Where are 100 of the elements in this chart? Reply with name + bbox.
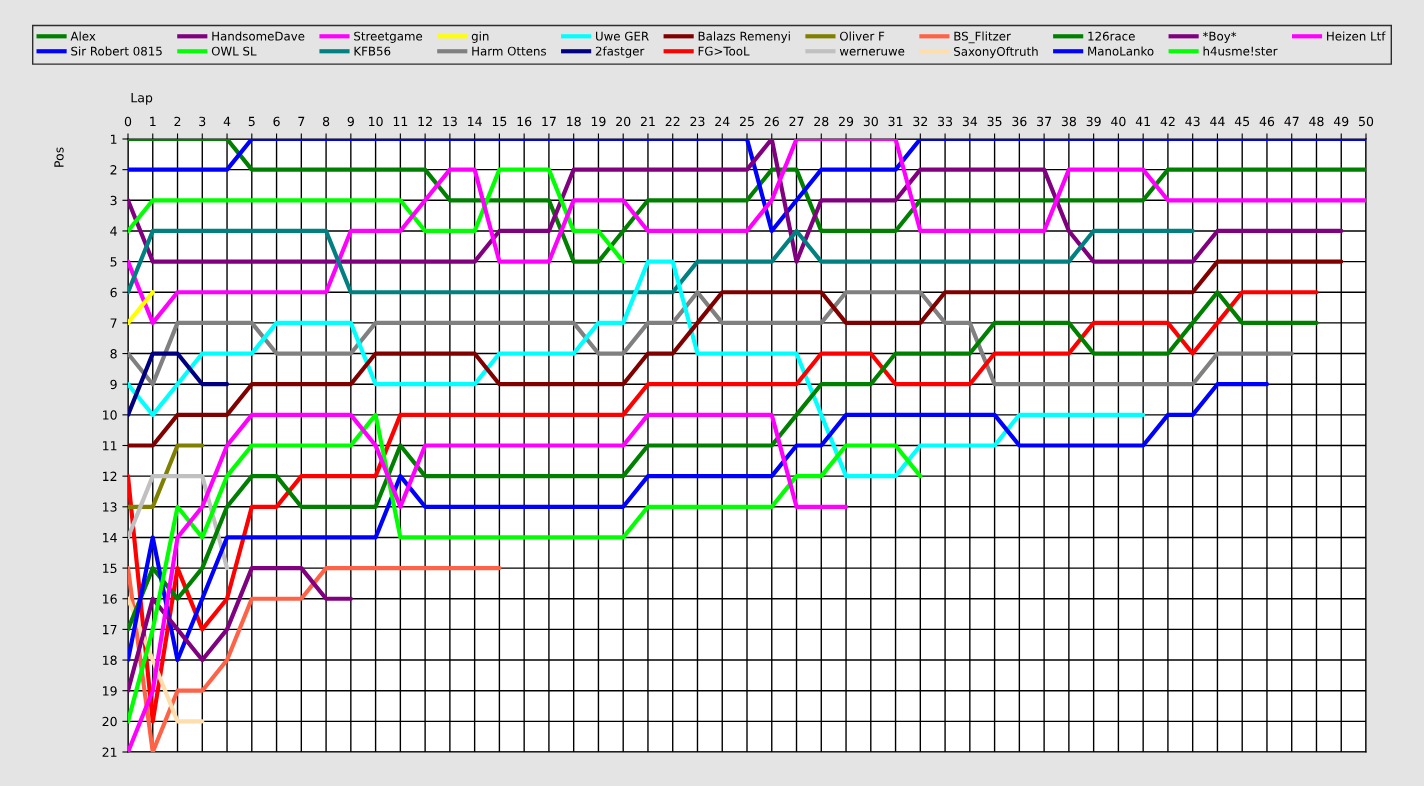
- legend-label: *Boy*: [1202, 31, 1237, 43]
- x-tick-label: 18: [567, 116, 581, 127]
- x-tick-label: 38: [1061, 116, 1076, 127]
- x-tick-label: 27: [789, 116, 804, 126]
- legend-label: SaxonyOftruth: [954, 46, 1038, 59]
- line-series: [128, 167, 626, 264]
- y-tick-label: 15: [103, 563, 117, 574]
- legend-label: 126race: [1088, 31, 1135, 41]
- y-tick-label: 18: [103, 655, 117, 665]
- x-tick-label: 48: [1309, 116, 1324, 127]
- x-tick-label: 36: [1012, 116, 1027, 127]
- legend-label: werneruwe: [839, 48, 905, 56]
- x-tick-label: 0: [124, 116, 132, 127]
- y-tick-label: 14: [103, 533, 117, 543]
- x-tick-label: 42: [1160, 116, 1175, 126]
- x-tick-label: 46: [1259, 116, 1275, 127]
- x-axis-title: Lap: [131, 93, 153, 105]
- y-tick-label: 9: [110, 379, 117, 390]
- x-tick-label: 39: [1086, 116, 1101, 127]
- x-tick-label: 4: [223, 116, 231, 126]
- legend-label: Balazs Remenyi: [698, 31, 790, 43]
- x-tick-label: 32: [913, 116, 928, 127]
- y-tick-label: 21: [102, 747, 117, 757]
- y-tick-label: 6: [110, 287, 117, 298]
- x-tick-label: 33: [938, 116, 953, 127]
- x-tick-label: 3: [199, 116, 206, 127]
- x-tick-label: 45: [1234, 116, 1250, 127]
- x-tick-label: 23: [690, 116, 705, 127]
- legend-label: gin: [471, 31, 489, 43]
- legend-label: HandsomeDave: [212, 31, 305, 41]
- x-tick-label: 49: [1333, 116, 1349, 127]
- y-tick-label: 16: [103, 594, 117, 604]
- y-tick-label: 20: [102, 716, 117, 727]
- legend-label: FG>TooL: [698, 46, 750, 56]
- x-tick-label: 9: [347, 116, 354, 127]
- legend-label: Streetgame: [354, 31, 423, 43]
- legend-label: Heizen Ltf: [1327, 31, 1386, 41]
- x-tick-label: 22: [665, 116, 680, 126]
- x-tick-label: 5: [248, 116, 255, 127]
- x-tick-label: 6: [273, 116, 280, 127]
- x-tick-label: 10: [369, 116, 383, 127]
- y-tick-label: 11: [103, 441, 117, 451]
- x-tick-label: 8: [322, 116, 330, 127]
- y-tick-label: 4: [110, 226, 117, 236]
- x-tick-label: 34: [962, 116, 978, 127]
- legend-label: Alex: [70, 31, 96, 41]
- line-series: [128, 566, 353, 693]
- legend-label: Oliver F: [839, 31, 885, 41]
- legend-label: BS_Flitzer: [954, 31, 1011, 44]
- x-tick-label: 13: [443, 116, 457, 127]
- y-axis-title: Pos: [54, 147, 64, 167]
- y-tick-label: 17: [103, 625, 117, 635]
- x-tick-label: 24: [715, 116, 730, 126]
- x-tick-label: 26: [764, 116, 779, 127]
- x-tick-label: 19: [591, 116, 606, 127]
- line-series: [128, 259, 1146, 479]
- legend-label: ManoLanko: [1088, 46, 1154, 56]
- legend-label: OWL SL: [211, 46, 257, 56]
- y-tick-label: 3: [110, 195, 117, 206]
- y-tick-label: 8: [110, 349, 117, 359]
- y-tick-label: 2: [110, 165, 117, 175]
- legend-label: Uwe GER: [596, 31, 649, 41]
- x-tick-label: 25: [739, 116, 754, 127]
- x-tick-label: 50: [1359, 116, 1374, 127]
- legend-label: 2fastger: [595, 46, 645, 58]
- x-tick-label: 17: [542, 116, 556, 126]
- legend-label: KFB56: [354, 46, 391, 56]
- x-tick-label: 2: [174, 116, 181, 126]
- x-tick-label: 47: [1284, 116, 1299, 126]
- x-tick-label: 31: [888, 116, 903, 127]
- x-tick-label: 44: [1210, 116, 1225, 126]
- x-tick-label: 14: [468, 116, 482, 126]
- line-series: [128, 412, 849, 752]
- y-tick-label: 10: [103, 410, 117, 420]
- line-series: [128, 290, 1319, 724]
- line-series: [128, 259, 1344, 448]
- x-tick-label: 20: [616, 116, 631, 127]
- x-tick-label: 29: [839, 116, 854, 127]
- x-tick-label: 7: [298, 116, 305, 126]
- line-series: [128, 412, 923, 724]
- y-tick-label: 1: [111, 134, 117, 144]
- x-tick-label: 12: [418, 116, 432, 126]
- legend-label: h4usme!ster: [1203, 46, 1278, 56]
- y-tick-label: 12: [103, 471, 117, 481]
- line-series: [128, 382, 1270, 663]
- y-tick-label: 7: [110, 318, 117, 328]
- line-series: [128, 290, 1319, 632]
- x-tick-label: 35: [987, 116, 1002, 127]
- x-tick-label: 30: [863, 116, 878, 127]
- x-tick-label: 41: [1135, 116, 1150, 126]
- legend-label: Sir Robert 0815: [71, 46, 162, 56]
- x-tick-label: 40: [1111, 116, 1126, 127]
- line-series: [128, 290, 1294, 387]
- y-tick-label: 13: [103, 502, 117, 512]
- x-tick-label: 37: [1037, 116, 1051, 127]
- x-tick-label: 28: [814, 116, 829, 127]
- y-tick-label: 5: [110, 257, 117, 267]
- x-tick-label: 16: [517, 116, 532, 127]
- y-tick-label: 19: [103, 686, 117, 696]
- x-tick-label: 15: [492, 116, 507, 127]
